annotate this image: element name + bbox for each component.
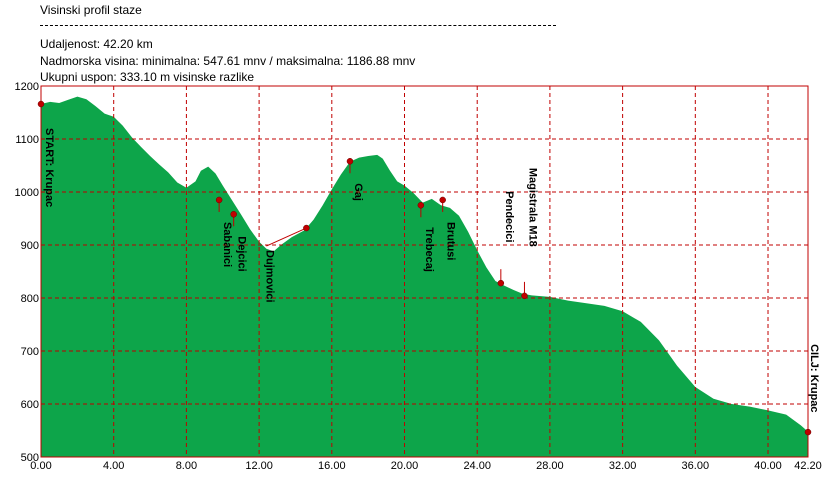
waypoint: Dujmovici (263, 224, 310, 303)
ascent-info: Ukupni uspon: 333.10 m visinske razlike (40, 70, 255, 84)
waypoint-label: Magistrala M18 (526, 168, 538, 247)
waypoint-label: Brutusi (445, 222, 457, 261)
waypoint-marker (230, 211, 237, 218)
x-tick-label: 40.00 (754, 460, 782, 472)
separator-line (40, 25, 556, 26)
x-tick-label: 12.00 (245, 460, 273, 472)
waypoint-label: Pendecici (503, 191, 515, 242)
x-tick-label: 32.00 (609, 460, 637, 472)
elevation-area (41, 96, 808, 457)
y-tick-label: 900 (21, 240, 39, 252)
waypoint-label: Dujmovici (263, 250, 275, 303)
x-tick-label: 8.00 (176, 460, 197, 472)
waypoint-marker (215, 196, 223, 204)
y-tick-label: 700 (21, 346, 39, 358)
waypoint-marker (346, 158, 354, 165)
waypoint: START: Krupac (37, 100, 55, 207)
plot-frame (40, 85, 809, 458)
y-tick-label: 1000 (15, 187, 39, 199)
waypoint-marker (804, 428, 812, 436)
waypoint-label: START: Krupac (43, 128, 55, 207)
waypoint: Dejcici (230, 211, 248, 272)
x-tick-label: 0.00 (30, 460, 51, 472)
waypoint: Gaj (346, 158, 364, 201)
waypoint: Brutusi (439, 196, 457, 261)
x-tick-label: 28.00 (536, 460, 564, 472)
x-tick-label: 20.00 (391, 460, 419, 472)
x-tick-label: 24.00 (463, 460, 491, 472)
x-tick-label: 4.00 (103, 460, 124, 472)
elevation-info: Nadmorska visina: minimalna: 547.61 mnv … (40, 54, 416, 68)
y-tick-label: 800 (21, 293, 39, 305)
waypoint-marker (417, 202, 425, 209)
waypoint: Trebecaj (417, 202, 435, 272)
waypoint-marker (497, 279, 505, 287)
x-tick-label: 16.00 (318, 460, 346, 472)
waypoint: Magistrala M18 (521, 168, 538, 300)
waypoint-marker (521, 292, 528, 300)
waypoint-label: Dejcici (236, 236, 248, 271)
chart-title: Visinski profil staze (40, 3, 142, 17)
waypoint-marker (439, 196, 446, 204)
distance-info: Udaljenost: 42.20 km (40, 37, 153, 51)
waypoint-stem (266, 227, 307, 247)
waypoint-label: Sabanici (221, 222, 233, 267)
waypoint-marker (303, 224, 310, 232)
y-tick-label: 1100 (15, 134, 39, 146)
waypoint-label: Trebecaj (423, 227, 435, 272)
y-tick-label: 600 (21, 399, 39, 411)
y-tick-label: 500 (21, 452, 39, 464)
y-tick-label: 1200 (15, 81, 39, 93)
waypoint-label: Gaj (352, 183, 364, 201)
waypoint: CILJ: Krupac (804, 344, 820, 436)
x-tick-label: 42.20 (794, 460, 822, 472)
waypoint-label: CILJ: Krupac (808, 344, 820, 412)
waypoint: Pendecici (497, 191, 515, 287)
waypoint: Sabanici (215, 196, 233, 267)
waypoint-marker (37, 100, 45, 108)
x-tick-label: 36.00 (682, 460, 710, 472)
